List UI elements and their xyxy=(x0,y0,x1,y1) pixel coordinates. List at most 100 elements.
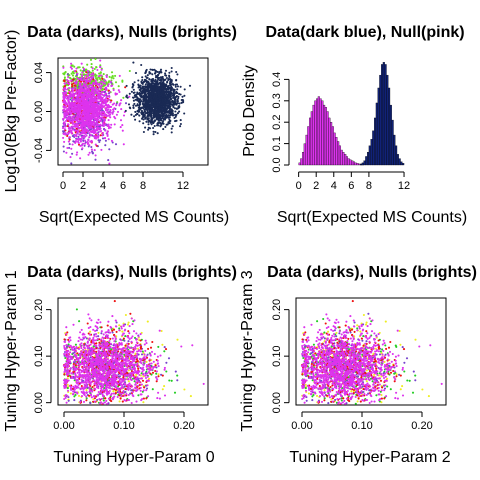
data-point xyxy=(91,80,94,83)
data-point xyxy=(157,119,160,122)
data-point xyxy=(103,117,106,120)
data-point xyxy=(70,132,73,135)
data-point xyxy=(97,123,100,127)
data-point xyxy=(71,128,74,131)
data-point xyxy=(106,132,109,135)
panel-top-left: Data (darks), Nulls (brights) 0 2 4 6 8 12 -0… xyxy=(3,24,237,226)
data-point xyxy=(124,313,127,317)
data-point xyxy=(79,99,82,102)
data-point xyxy=(143,386,146,389)
data-point xyxy=(83,116,86,119)
data-point xyxy=(134,113,137,117)
x-tick-label: 2 xyxy=(80,180,86,192)
data-point xyxy=(85,99,88,102)
data-point xyxy=(162,128,165,131)
data-point xyxy=(104,128,107,132)
data-point xyxy=(109,116,112,119)
data-point xyxy=(79,69,82,72)
data-point xyxy=(131,83,134,86)
data-point xyxy=(87,82,90,85)
data-point xyxy=(157,111,160,114)
data-point xyxy=(61,127,65,130)
data-point xyxy=(165,111,168,114)
histogram-bar xyxy=(319,98,322,166)
data-point xyxy=(144,83,147,86)
data-point xyxy=(106,324,109,327)
data-point xyxy=(88,144,91,147)
data-point xyxy=(68,90,72,94)
data-point xyxy=(81,71,84,74)
data-point xyxy=(88,131,91,135)
data-point xyxy=(158,72,161,75)
data-point xyxy=(148,111,151,114)
data-point xyxy=(91,75,94,78)
data-point xyxy=(62,79,66,82)
histogram-bar xyxy=(303,143,306,166)
data-point xyxy=(79,86,82,89)
data-point xyxy=(112,390,115,393)
data-point xyxy=(76,352,79,355)
data-point xyxy=(153,101,156,104)
data-point xyxy=(139,101,142,104)
x-tick-label: 12 xyxy=(398,180,410,192)
data-point xyxy=(107,112,110,115)
data-point xyxy=(167,78,170,81)
data-point xyxy=(147,128,150,131)
data-point xyxy=(174,101,177,104)
data-point xyxy=(159,87,162,90)
data-point xyxy=(148,377,151,380)
data-point xyxy=(136,103,139,106)
data-point xyxy=(98,117,102,120)
data-point xyxy=(108,98,111,101)
histogram-bar xyxy=(377,87,380,166)
data-point xyxy=(172,114,175,117)
data-point xyxy=(181,95,184,98)
data-point xyxy=(128,95,131,98)
data-point xyxy=(160,105,163,108)
data-point xyxy=(80,74,84,77)
data-point xyxy=(149,83,152,87)
data-point xyxy=(152,77,155,81)
data-point xyxy=(105,75,108,79)
data-point xyxy=(69,92,72,95)
data-point xyxy=(145,108,149,111)
histogram-bar xyxy=(326,111,329,166)
data-point xyxy=(63,116,66,119)
data-point xyxy=(100,100,103,103)
data-point xyxy=(92,108,95,111)
data-point xyxy=(90,116,93,119)
data-point xyxy=(73,134,76,137)
data-point xyxy=(165,361,168,364)
data-point xyxy=(84,96,87,99)
data-point xyxy=(163,350,166,353)
data-point xyxy=(111,331,114,334)
data-point xyxy=(106,104,109,107)
data-point xyxy=(63,96,66,99)
data-point xyxy=(85,123,89,126)
data-point xyxy=(69,120,72,123)
data-point xyxy=(139,98,142,101)
data-point xyxy=(68,136,71,139)
data-point xyxy=(96,126,99,129)
data-point xyxy=(100,93,103,96)
data-point xyxy=(163,105,167,108)
data-point xyxy=(67,76,70,79)
data-point xyxy=(98,92,101,95)
data-point xyxy=(174,110,177,113)
data-point xyxy=(170,66,173,70)
data-point xyxy=(179,125,182,128)
y-tick-label: 0.4 xyxy=(271,72,283,87)
data-point xyxy=(85,389,88,392)
data-point xyxy=(87,84,90,87)
histogram-bar xyxy=(352,161,356,166)
data-point xyxy=(134,95,137,98)
data-point xyxy=(84,74,87,77)
data-point xyxy=(105,95,108,98)
data-point xyxy=(115,92,119,95)
y-tick-label: 0.00 xyxy=(33,101,45,122)
panel-0-y-axis: -0.040.000.04 xyxy=(33,62,52,163)
data-point xyxy=(75,92,78,95)
data-point xyxy=(75,135,78,138)
data-point xyxy=(77,135,80,138)
